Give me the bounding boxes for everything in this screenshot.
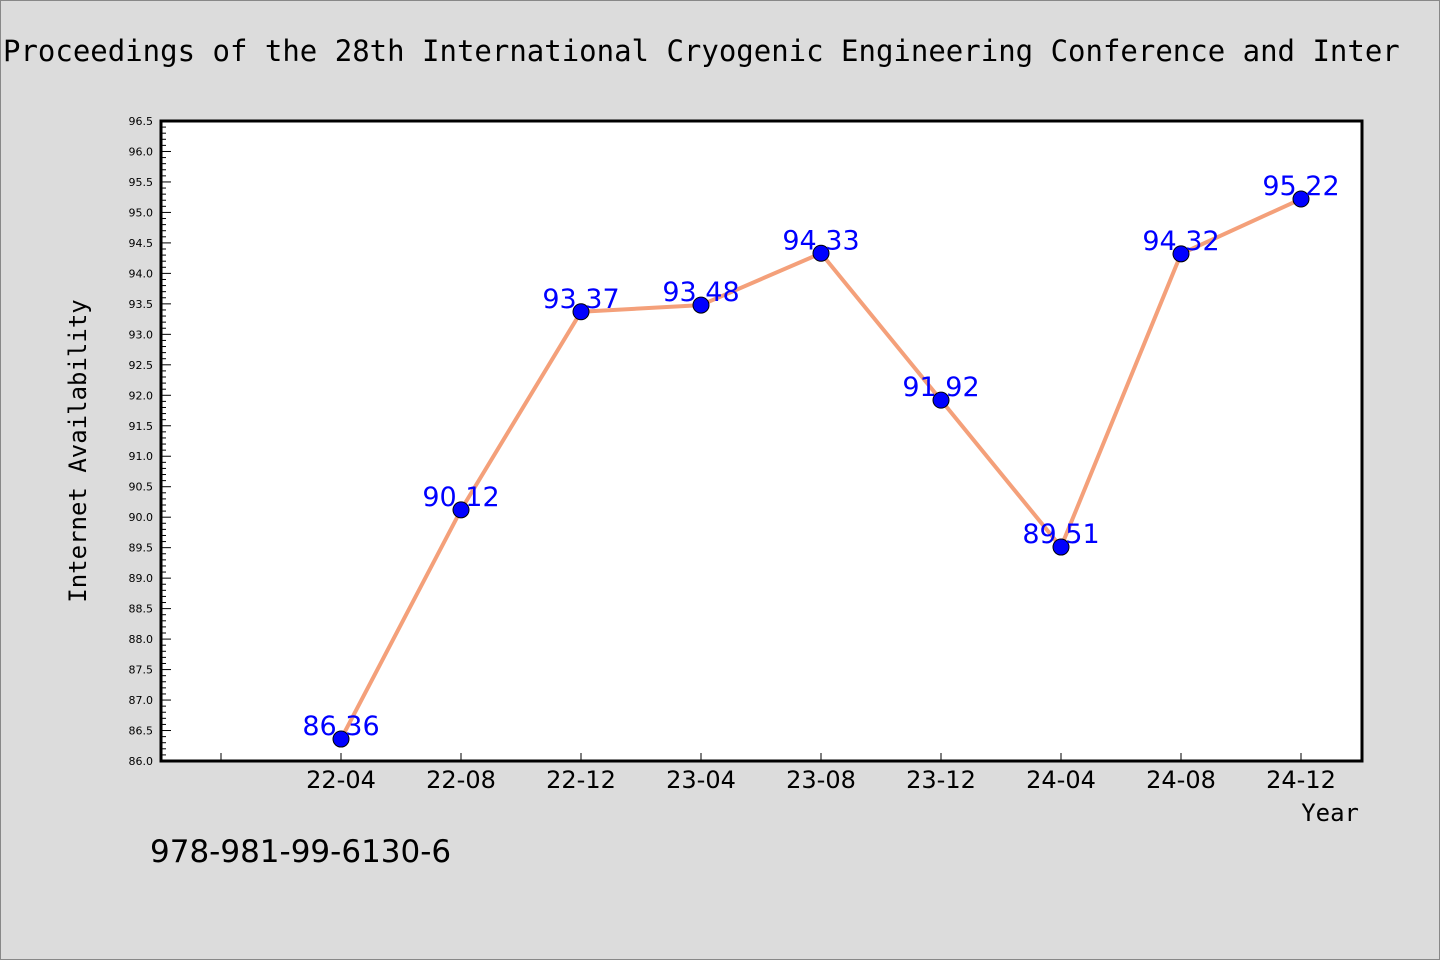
y-tick-label: 90.0	[129, 511, 154, 524]
y-tick-label: 93.5	[129, 298, 154, 311]
data-point	[1052, 538, 1070, 556]
data-label: 93.37	[542, 284, 619, 315]
x-tick-label: 23-04	[666, 766, 736, 794]
series-layer: 86.36 90.12 93.37 93.48 94.33 91.92 89.51 94.32…	[302, 171, 1340, 748]
data-label: 93.48	[662, 277, 739, 308]
y-tick-label: 89.0	[129, 572, 154, 585]
y-tick-label: 94.5	[129, 237, 154, 250]
data-label: 94.33	[782, 225, 859, 256]
x-tick-label: 24-12	[1266, 766, 1336, 794]
data-label: 94.32	[1142, 226, 1219, 257]
y-tick-label: 94.0	[129, 267, 154, 280]
data-label: 91.92	[902, 372, 979, 403]
chart-title: Proceedings of the 28th International Cr…	[3, 34, 1400, 68]
data-point	[932, 391, 950, 409]
x-axis: 22-04 22-08 22-12 23-04 23-08 23-12 24-04 24-08…	[220, 753, 1336, 794]
y-tick-label: 86.5	[129, 725, 154, 738]
y-tick-label: 95.5	[129, 176, 154, 189]
x-tick-label: 24-08	[1146, 766, 1216, 794]
data-point	[692, 296, 710, 314]
plot-area	[159, 119, 1364, 763]
x-tick-label: 22-04	[306, 766, 376, 794]
y-tick-label: 95.0	[129, 206, 154, 219]
y-axis-label: Internet Availability	[64, 299, 92, 602]
y-tick-label: 88.0	[129, 633, 154, 646]
y-tick-label: 91.5	[129, 420, 154, 433]
y-tick-label: 90.5	[129, 481, 154, 494]
x-tick-label: 22-12	[546, 766, 616, 794]
y-tick-label: 89.5	[129, 542, 154, 555]
x-tick-label: 23-08	[786, 766, 856, 794]
data-point	[1172, 245, 1190, 263]
y-tick-label: 92.0	[129, 389, 154, 402]
data-label: 90.12	[422, 482, 499, 513]
x-axis-label: Year	[1301, 799, 1359, 827]
data-point	[572, 303, 590, 321]
isbn-text: 978-981-99-6130-6	[150, 834, 452, 870]
y-tick-label: 87.5	[129, 664, 154, 677]
data-point	[812, 244, 830, 262]
x-tick-label: 23-12	[906, 766, 976, 794]
x-tick-label: 22-08	[426, 766, 496, 794]
data-point	[1292, 190, 1310, 208]
data-label: 86.36	[302, 711, 379, 742]
y-axis: 86.0 86.5 87.0 87.5 88.0 88.5 89.0 89.5 90.0 90.5…	[129, 115, 171, 768]
x-tick-label: 24-04	[1026, 766, 1096, 794]
y-tick-label: 92.5	[129, 359, 154, 372]
data-label: 89.51	[1022, 519, 1099, 550]
y-tick-label: 96.5	[129, 115, 154, 128]
y-tick-label: 87.0	[129, 694, 154, 707]
y-tick-label: 91.0	[129, 450, 154, 463]
y-tick-label: 96.0	[129, 145, 154, 158]
y-tick-label: 88.5	[129, 603, 154, 616]
y-tick-label: 86.0	[129, 755, 154, 768]
data-point	[332, 730, 350, 748]
data-point	[452, 501, 470, 519]
data-label: 95.22	[1262, 171, 1339, 202]
y-tick-label: 93.0	[129, 328, 154, 341]
